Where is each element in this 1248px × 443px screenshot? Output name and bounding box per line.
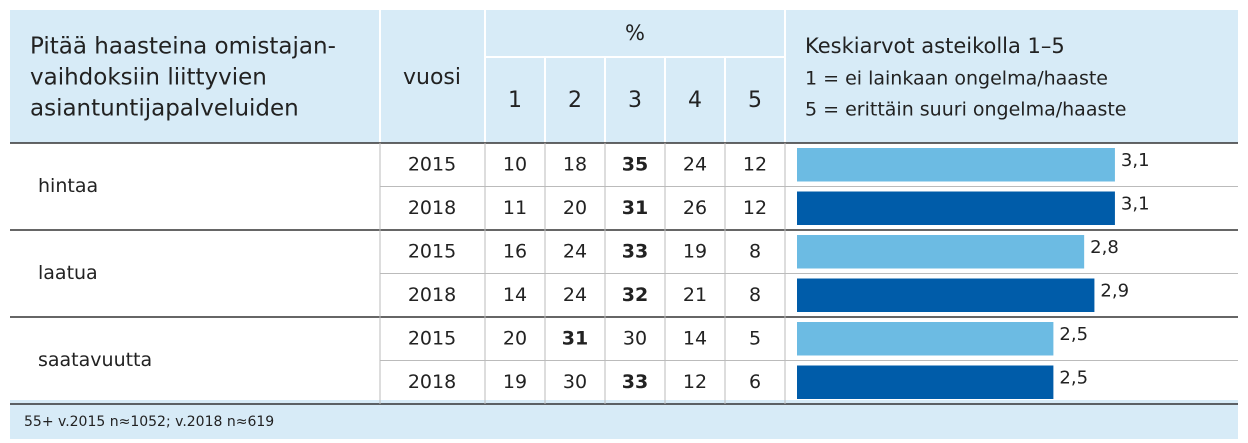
percent-value: 12 xyxy=(743,153,767,175)
percent-value: 10 xyxy=(503,153,527,175)
mean-label: 2,5 xyxy=(1059,324,1088,345)
percent-value: 11 xyxy=(503,197,527,219)
year: 2018 xyxy=(408,197,456,219)
mean-bar xyxy=(797,191,1115,225)
header-scale: 4 xyxy=(688,88,702,113)
group-label: saatavuutta xyxy=(38,349,152,371)
percent-value: 33 xyxy=(622,240,648,262)
header-mean-title: Keskiarvot asteikolla 1–5 xyxy=(805,34,1065,58)
mean-label: 3,1 xyxy=(1121,193,1150,214)
mean-bar xyxy=(797,322,1054,356)
year: 2015 xyxy=(408,240,456,262)
percent-value: 31 xyxy=(562,327,588,349)
percent-value: 30 xyxy=(623,327,647,349)
mean-bar xyxy=(797,148,1115,182)
year: 2015 xyxy=(408,153,456,175)
header-year: vuosi xyxy=(403,65,461,90)
mean-bar xyxy=(797,278,1095,312)
percent-value: 12 xyxy=(683,371,707,393)
header-scale: 5 xyxy=(748,88,762,113)
mean-label: 2,8 xyxy=(1090,237,1119,258)
percent-value: 18 xyxy=(563,153,587,175)
year: 2015 xyxy=(408,327,456,349)
percent-value: 12 xyxy=(743,197,767,219)
header-percent: % xyxy=(625,21,645,45)
percent-value: 6 xyxy=(749,371,761,393)
percent-value: 14 xyxy=(503,284,527,306)
header-title: asiantuntijapalveluiden xyxy=(30,96,299,122)
footer-bg xyxy=(10,400,1238,439)
percent-value: 31 xyxy=(622,197,648,219)
percent-value: 16 xyxy=(503,240,527,262)
mean-bar xyxy=(797,235,1085,269)
mean-bar xyxy=(797,365,1054,399)
header-mean-note: 1 = ei lainkaan ongelma/haaste xyxy=(805,68,1108,90)
header-bg xyxy=(10,10,1238,143)
percent-value: 24 xyxy=(563,240,587,262)
percent-value: 14 xyxy=(683,327,707,349)
mean-label: 2,9 xyxy=(1100,280,1129,301)
percent-value: 35 xyxy=(622,153,648,175)
percent-value: 19 xyxy=(503,371,527,393)
header-title: Pitää haasteina omistajan- xyxy=(30,34,336,60)
percent-value: 5 xyxy=(749,327,761,349)
header-scale: 1 xyxy=(508,88,522,113)
percent-value: 8 xyxy=(749,284,761,306)
mean-label: 3,1 xyxy=(1121,150,1150,171)
percent-value: 32 xyxy=(622,284,648,306)
percent-value: 20 xyxy=(563,197,587,219)
header-title: vaihdoksiin liittyvien xyxy=(30,65,267,91)
percent-value: 30 xyxy=(563,371,587,393)
percent-value: 24 xyxy=(563,284,587,306)
mean-label: 2,5 xyxy=(1059,367,1088,388)
percent-value: 24 xyxy=(683,153,707,175)
footnote: 55+ v.2015 n≈1052; v.2018 n≈619 xyxy=(24,414,274,430)
percent-value: 33 xyxy=(622,371,648,393)
header-scale: 3 xyxy=(628,88,642,113)
group-label: hintaa xyxy=(38,175,98,197)
header-scale: 2 xyxy=(568,88,582,113)
year: 2018 xyxy=(408,284,456,306)
group-label: laatua xyxy=(38,262,98,284)
percent-value: 20 xyxy=(503,327,527,349)
year: 2018 xyxy=(408,371,456,393)
percent-value: 19 xyxy=(683,240,707,262)
percent-value: 26 xyxy=(683,197,707,219)
header-mean-note: 5 = erittäin suuri ongelma/haaste xyxy=(805,99,1127,121)
percent-value: 8 xyxy=(749,240,761,262)
percent-value: 21 xyxy=(683,284,707,306)
